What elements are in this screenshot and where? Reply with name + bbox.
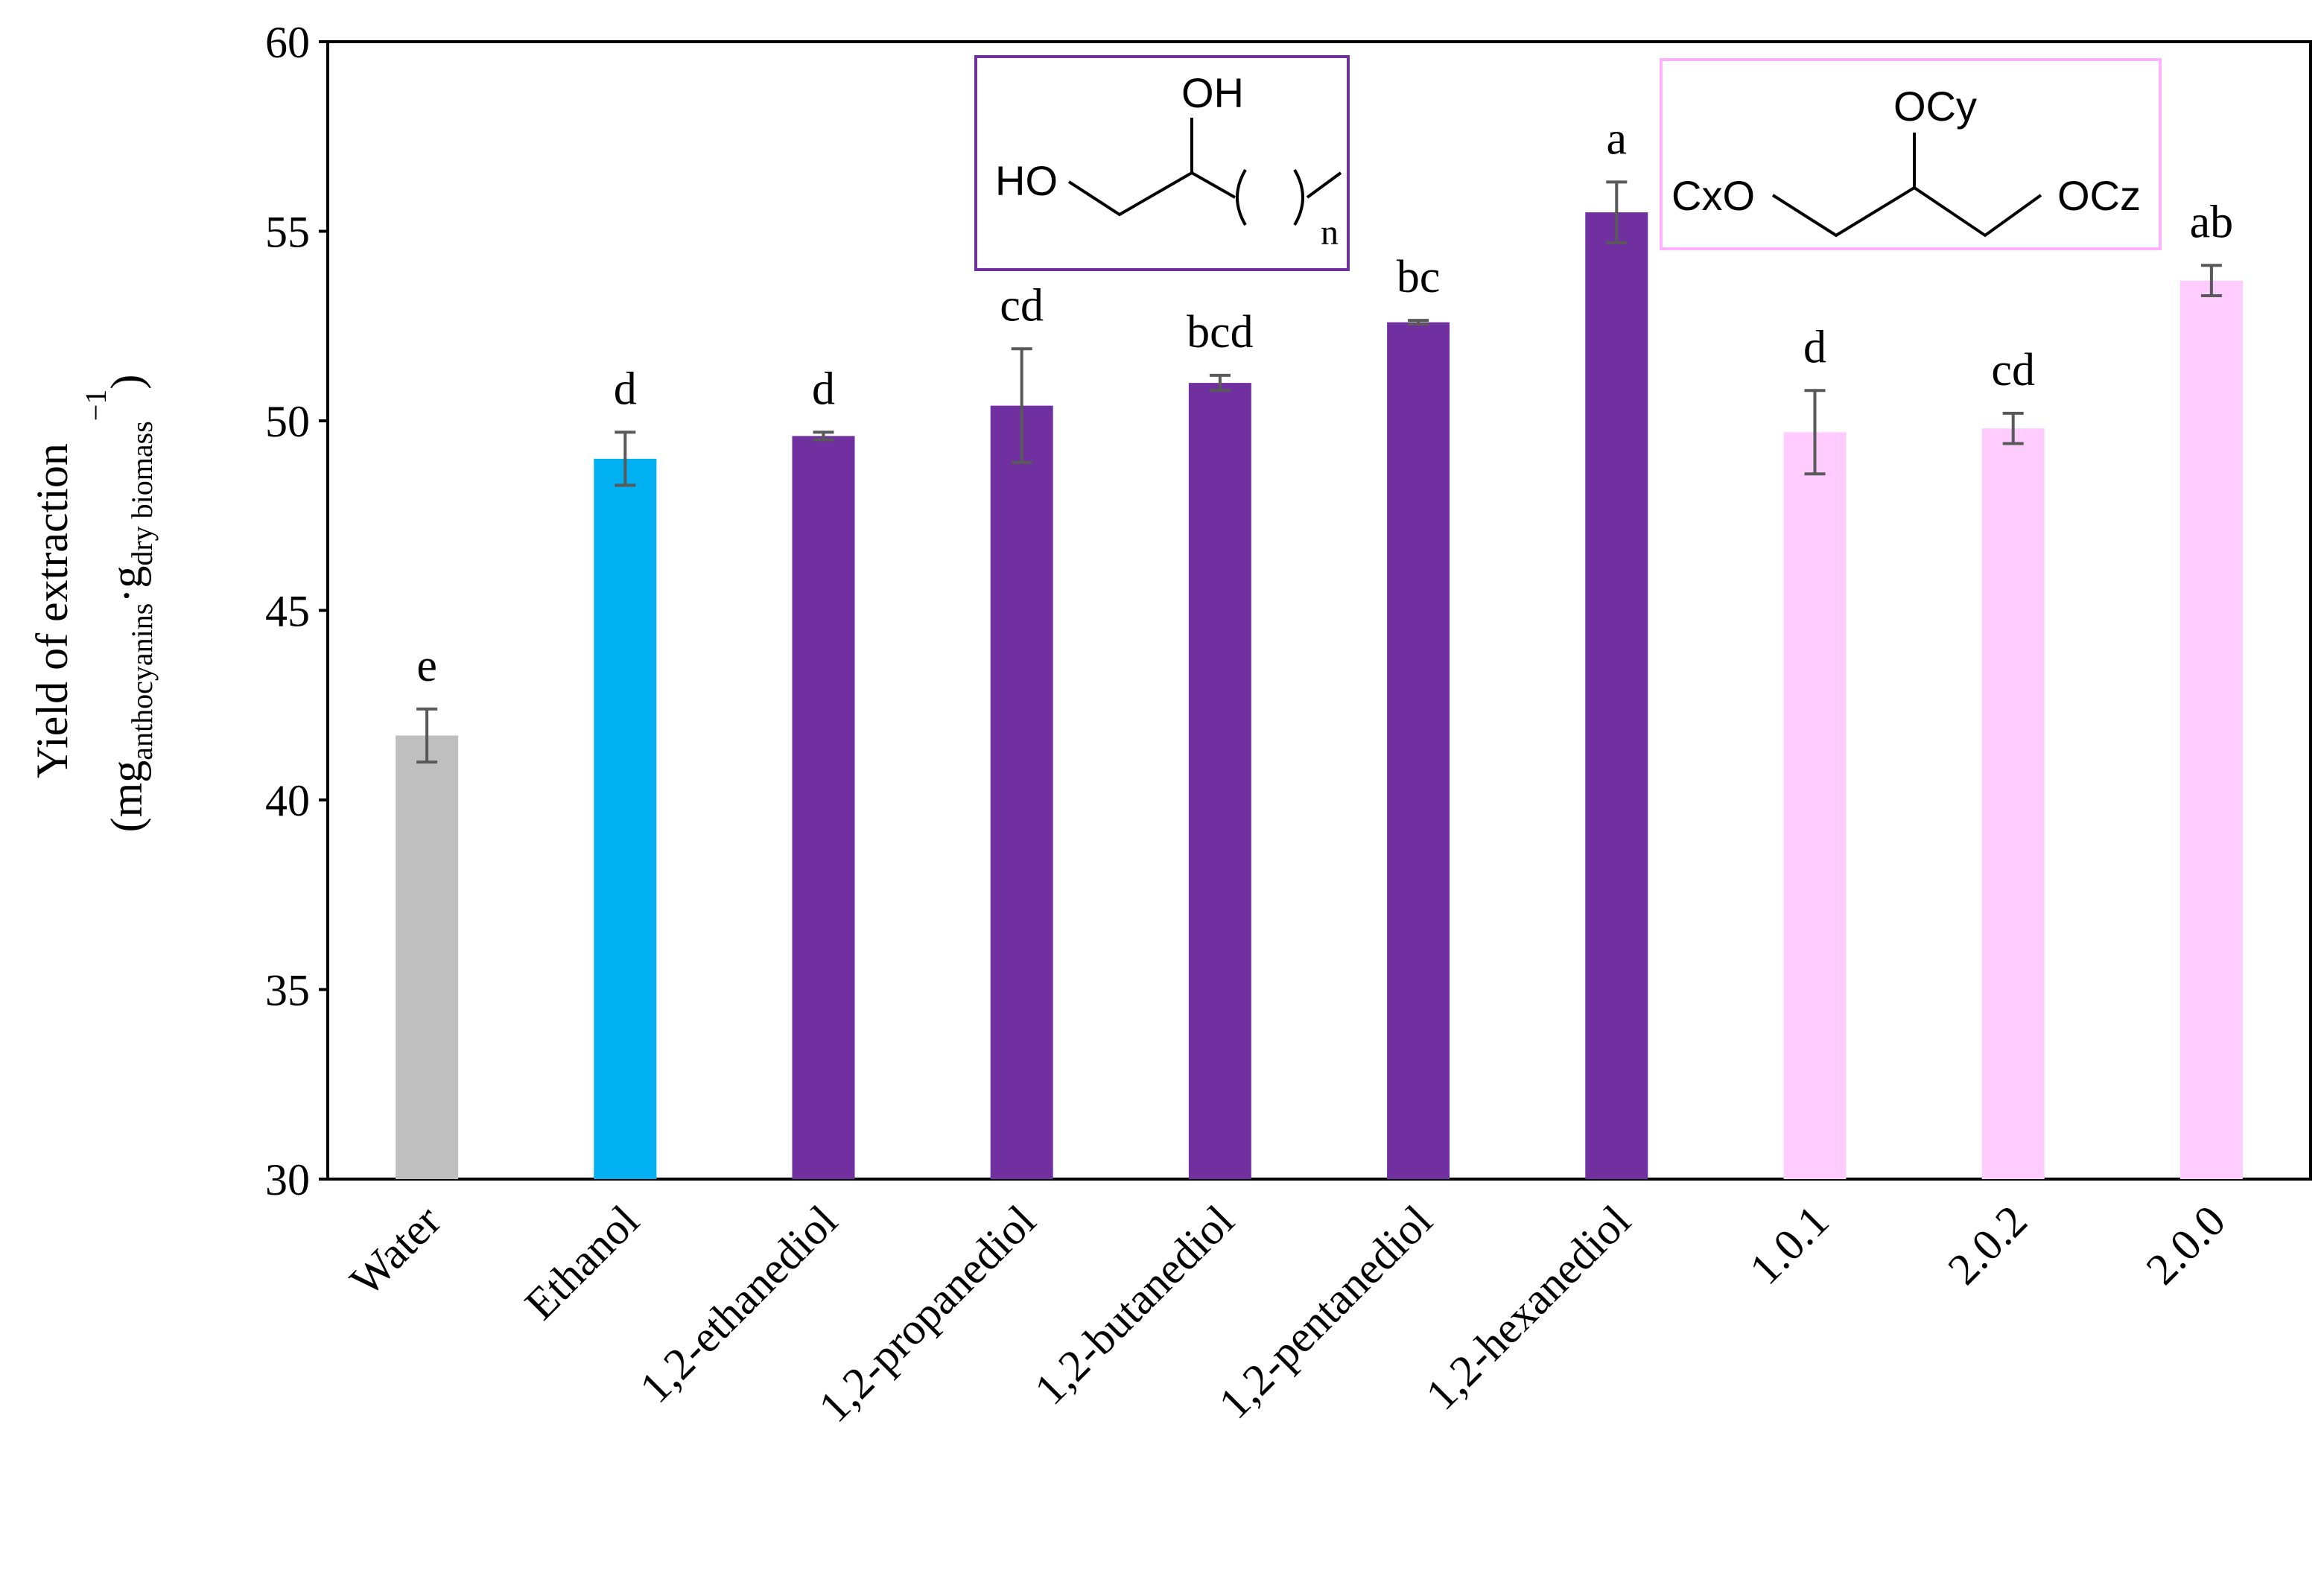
unit-sub-anthocyanins: anthocyanins	[125, 603, 159, 760]
error-bar	[2002, 411, 2024, 445]
unit-sub-dry: dry biomass	[125, 421, 159, 565]
significance-letter: bc	[1397, 252, 1441, 302]
glycerol-ether-cxo-label: CxO	[1671, 172, 1755, 219]
x-tick-label: 1,2-hexanediol	[1417, 1196, 1640, 1420]
bar	[990, 405, 1053, 1179]
diol-structure: OH HO n	[974, 55, 1350, 271]
y-tick-label: 55	[265, 208, 310, 257]
svg-text:Yield of extraction: Yield of extraction	[28, 443, 77, 778]
glycerol-ether-ocy-label: OCy	[1893, 83, 1977, 130]
significance-letter: cd	[1991, 345, 2035, 396]
significance-letter: ab	[2190, 197, 2234, 247]
y-axis-unit: (mganthocyanins·gdry biomass −1)	[79, 375, 159, 833]
unit-dot-g: ·g	[102, 566, 151, 603]
bar	[594, 458, 657, 1179]
glycerol-ether-ocz-label: OCz	[2057, 172, 2141, 219]
error-bar	[1804, 389, 1826, 476]
y-tick-label: 30	[265, 1155, 310, 1204]
bar	[1783, 432, 1847, 1179]
error-bar	[416, 707, 438, 764]
significance-letter: d	[614, 363, 637, 414]
diol-skeleton	[1067, 118, 1342, 226]
glycerol-ether-structure: OCy CxO OCz	[1660, 58, 2162, 250]
bar	[792, 436, 855, 1179]
glycerol-ether-structure-box	[1660, 58, 2162, 250]
significance-letters: e d d cd bcd bc a d cd ab	[416, 113, 2233, 691]
bars	[396, 212, 2243, 1179]
error-bar	[1209, 373, 1231, 393]
significance-letter: cd	[1000, 280, 1044, 331]
significance-letter: a	[1607, 113, 1628, 164]
x-tick-label: 1,2-pentanediol	[1210, 1196, 1442, 1429]
x-axis-labels: Water Ethanol1,2-ethanediol1,2-propanedio…	[340, 1196, 2235, 1432]
x-tick-label: 1,2-ethanediol	[630, 1196, 847, 1413]
x-tick-label: 1,2-butanediol	[1025, 1196, 1243, 1414]
error-bars	[416, 180, 2222, 764]
error-bar	[813, 431, 834, 442]
diol-ho-label: HO	[995, 157, 1058, 204]
error-bar	[615, 431, 636, 487]
error-bar	[1408, 319, 1429, 326]
significance-letter: e	[416, 641, 437, 691]
x-tick-label: 1.0.1	[1740, 1196, 1838, 1295]
diol-oh-label: OH	[1181, 69, 1244, 116]
diol-n-label: n	[1321, 213, 1339, 253]
bar	[1585, 212, 1648, 1179]
significance-letter: bcd	[1187, 307, 1254, 358]
y-axis-title: Yield of extraction	[28, 443, 77, 778]
y-axis-title-main: Yield of extraction	[28, 443, 77, 778]
y-tick-label: 35	[265, 966, 310, 1015]
x-tick-label: 2.0.0	[2137, 1196, 2235, 1295]
unit-paren-close: )	[102, 375, 151, 390]
y-tick-label: 45	[265, 587, 310, 636]
error-bar	[2200, 264, 2222, 298]
bar	[1387, 322, 1450, 1179]
error-bar	[1606, 180, 1628, 244]
y-tick-label: 40	[265, 776, 310, 825]
y-axis-ticks: 30 35 40 45 50 55 60	[265, 18, 328, 1204]
unit-sup: −1	[79, 390, 112, 422]
svg-text:(mganthocyanins·gdry biomass−1: (mganthocyanins·gdry biomass −1)	[79, 375, 159, 833]
bar	[2179, 280, 2243, 1179]
glycerol-ether-skeleton	[1771, 133, 2042, 238]
y-tick-label: 50	[265, 397, 310, 446]
y-tick-label: 60	[265, 18, 310, 67]
error-bar	[1011, 347, 1032, 464]
bar	[1188, 383, 1251, 1179]
x-tick-label: Water	[340, 1196, 450, 1306]
x-tick-label: Ethanol	[515, 1196, 649, 1330]
x-tick-label: 2.0.2	[1938, 1196, 2036, 1295]
diol-structure-box	[974, 55, 1350, 271]
bar	[396, 735, 459, 1179]
bar	[1981, 428, 2045, 1179]
significance-letter: d	[1803, 322, 1826, 372]
unit-mg: mg	[102, 760, 151, 818]
significance-letter: d	[812, 363, 835, 414]
unit-paren-open: (	[102, 817, 151, 832]
